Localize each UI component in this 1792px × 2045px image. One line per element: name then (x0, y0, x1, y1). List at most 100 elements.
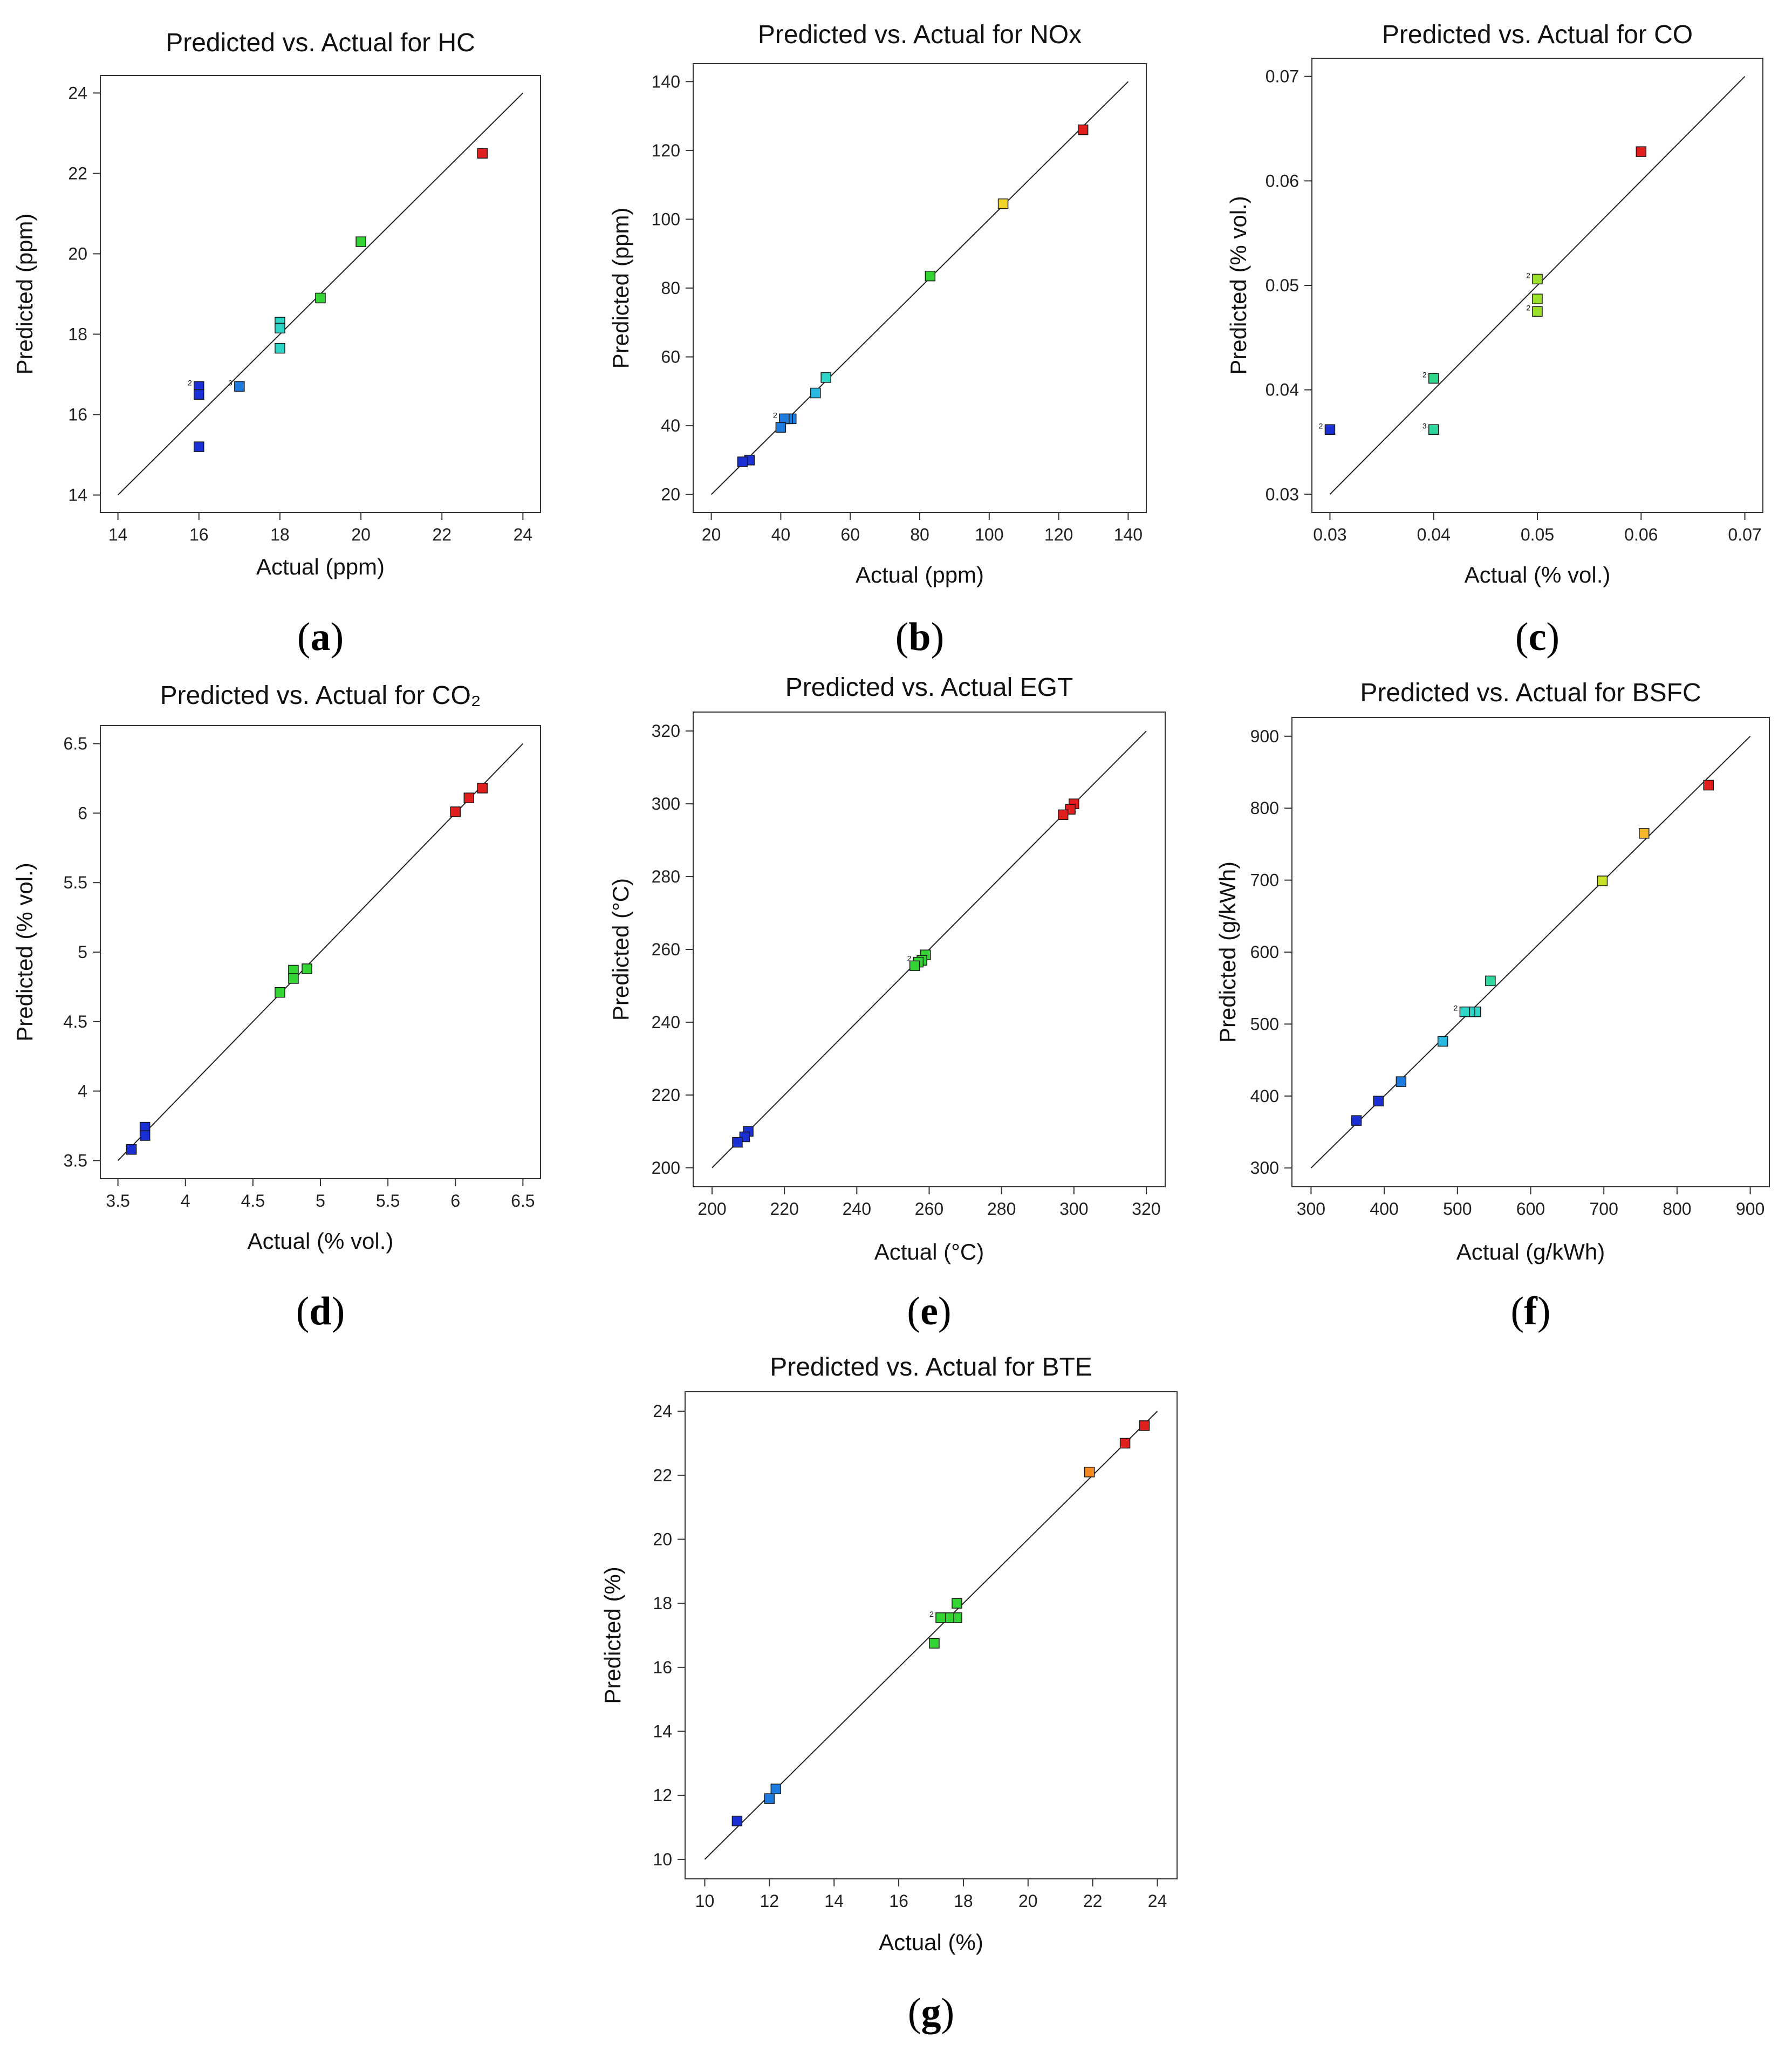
y-tick-label: 260 (652, 940, 680, 959)
x-tick-label: 300 (1297, 1199, 1325, 1219)
point-count-label: 2 (1454, 1004, 1458, 1013)
y-axis-label: Predicted (g/kWh) (1215, 861, 1240, 1043)
data-point (1703, 779, 1714, 791)
y-axis-label: Predicted (%) (600, 1567, 625, 1704)
x-tick-label: 16 (189, 525, 209, 544)
y-tick-label: 220 (652, 1085, 680, 1105)
data-point (770, 1783, 782, 1795)
data-point (1459, 1006, 1470, 1017)
y-tick-label: 100 (652, 209, 680, 229)
y-tick-label: 280 (652, 867, 680, 886)
data-point (194, 389, 204, 400)
x-tick-label: 10 (695, 1891, 715, 1911)
data-point (1428, 424, 1439, 435)
chart-title: Predicted vs. Actual for NOx (758, 20, 1082, 49)
data-point (1119, 1438, 1131, 1449)
y-tick-label: 320 (652, 721, 680, 741)
chart-title: Predicted vs. Actual for BTE (770, 1353, 1092, 1381)
data-point (1532, 293, 1543, 304)
data-point (234, 381, 245, 392)
data-point (732, 1137, 743, 1148)
x-axis-label: Actual (%) (879, 1930, 983, 1955)
x-tick-label: 0.03 (1313, 525, 1346, 544)
x-tick-label: 500 (1443, 1199, 1472, 1219)
x-tick-label: 300 (1059, 1199, 1088, 1219)
point-count-label: 2 (929, 1610, 934, 1618)
x-tick-label: 200 (697, 1199, 726, 1219)
chart-panel-e: 200 220 240 260 280 300 320 200 220 240 260 280 300 3… (608, 673, 1166, 1333)
y-axis-label: Predicted (% vol.) (12, 863, 37, 1041)
y-tick-label: 3.5 (64, 1151, 87, 1170)
y-tick-label: 16 (653, 1658, 672, 1677)
x-tick-label: 220 (770, 1199, 798, 1219)
x-tick-label: 4.5 (241, 1191, 265, 1210)
panel-label: (g) (908, 1991, 954, 2035)
chart-panel-g: 10 12 14 16 18 20 22 24 10 12 14 16 18 20 22 24 2 Predict… (600, 1353, 1178, 2035)
x-tick-label: 12 (760, 1891, 779, 1911)
point-count-label: 2 (1526, 271, 1530, 279)
x-tick-label: 120 (1044, 525, 1073, 544)
point-count-label: 2 (1422, 370, 1427, 379)
chart-panel-b: 20 40 60 80 100 120 140 20 40 60 80 100 120 140 2 Predi… (608, 20, 1147, 659)
panel-label: (d) (296, 1289, 345, 1333)
x-tick-label: 6 (450, 1191, 460, 1210)
data-point (909, 960, 920, 972)
y-tick-label: 22 (68, 163, 87, 183)
y-tick-label: 200 (652, 1158, 680, 1178)
data-point (1077, 124, 1089, 135)
data-point (477, 783, 488, 794)
diagonal-line (712, 730, 1147, 1168)
x-axis-label: Actual (°C) (874, 1239, 984, 1264)
y-tick-label: 18 (653, 1593, 672, 1613)
data-point (925, 270, 936, 282)
x-tick-label: 320 (1132, 1199, 1160, 1219)
point-count-label: 2 (1526, 303, 1530, 312)
y-tick-label: 0.05 (1266, 276, 1299, 295)
x-tick-label: 22 (432, 525, 452, 544)
x-tick-label: 140 (1114, 525, 1143, 544)
chart-title: Predicted vs. Actual for CO₂ (160, 681, 481, 710)
x-tick-label: 0.05 (1521, 525, 1554, 544)
x-tick-label: 900 (1736, 1199, 1764, 1219)
point-count-label: 2 (188, 378, 192, 387)
data-point (1351, 1115, 1362, 1126)
x-tick-label: 24 (514, 525, 533, 544)
x-tick-label: 20 (1018, 1891, 1038, 1911)
y-tick-label: 20 (68, 244, 87, 263)
plot-frame (100, 75, 541, 513)
y-tick-label: 6.5 (64, 734, 87, 754)
data-point (952, 1598, 962, 1609)
x-tick-label: 14 (108, 525, 128, 544)
y-tick-label: 0.06 (1266, 171, 1299, 190)
diagonal-line (710, 81, 1129, 495)
data-point (275, 987, 285, 998)
data-point (731, 1815, 743, 1827)
x-tick-label: 40 (771, 525, 791, 544)
y-tick-label: 0.03 (1266, 484, 1299, 504)
y-tick-label: 5.5 (64, 873, 87, 892)
x-tick-label: 0.04 (1417, 525, 1451, 544)
y-axis-label: Predicted (ppm) (608, 208, 633, 369)
y-tick-label: 4 (78, 1082, 87, 1101)
x-tick-label: 14 (824, 1891, 844, 1911)
y-tick-label: 22 (653, 1466, 672, 1485)
y-tick-label: 0.04 (1266, 380, 1299, 400)
y-tick-label: 120 (652, 141, 680, 160)
data-point (1636, 146, 1647, 157)
x-tick-label: 60 (840, 525, 860, 544)
data-point (764, 1793, 775, 1804)
data-point (477, 148, 488, 159)
x-tick-label: 80 (910, 525, 929, 544)
chart-title: Predicted vs. Actual for BSFC (1360, 679, 1701, 707)
x-tick-label: 280 (987, 1199, 1016, 1219)
x-tick-label: 20 (702, 525, 721, 544)
data-point (1437, 1036, 1448, 1047)
y-tick-label: 5 (78, 942, 87, 962)
data-point (1428, 373, 1439, 384)
panel-letter: a (311, 615, 331, 659)
x-tick-label: 700 (1590, 1199, 1618, 1219)
y-tick-label: 800 (1250, 798, 1279, 818)
chart-panel-d: 3.5 4 4.5 5 5.5 6 6.5 3.5 4 4.5 5 5.5 6 6.5 Predicted … (12, 681, 541, 1333)
y-tick-label: 16 (68, 405, 87, 425)
panel-label: (f) (1511, 1289, 1551, 1333)
